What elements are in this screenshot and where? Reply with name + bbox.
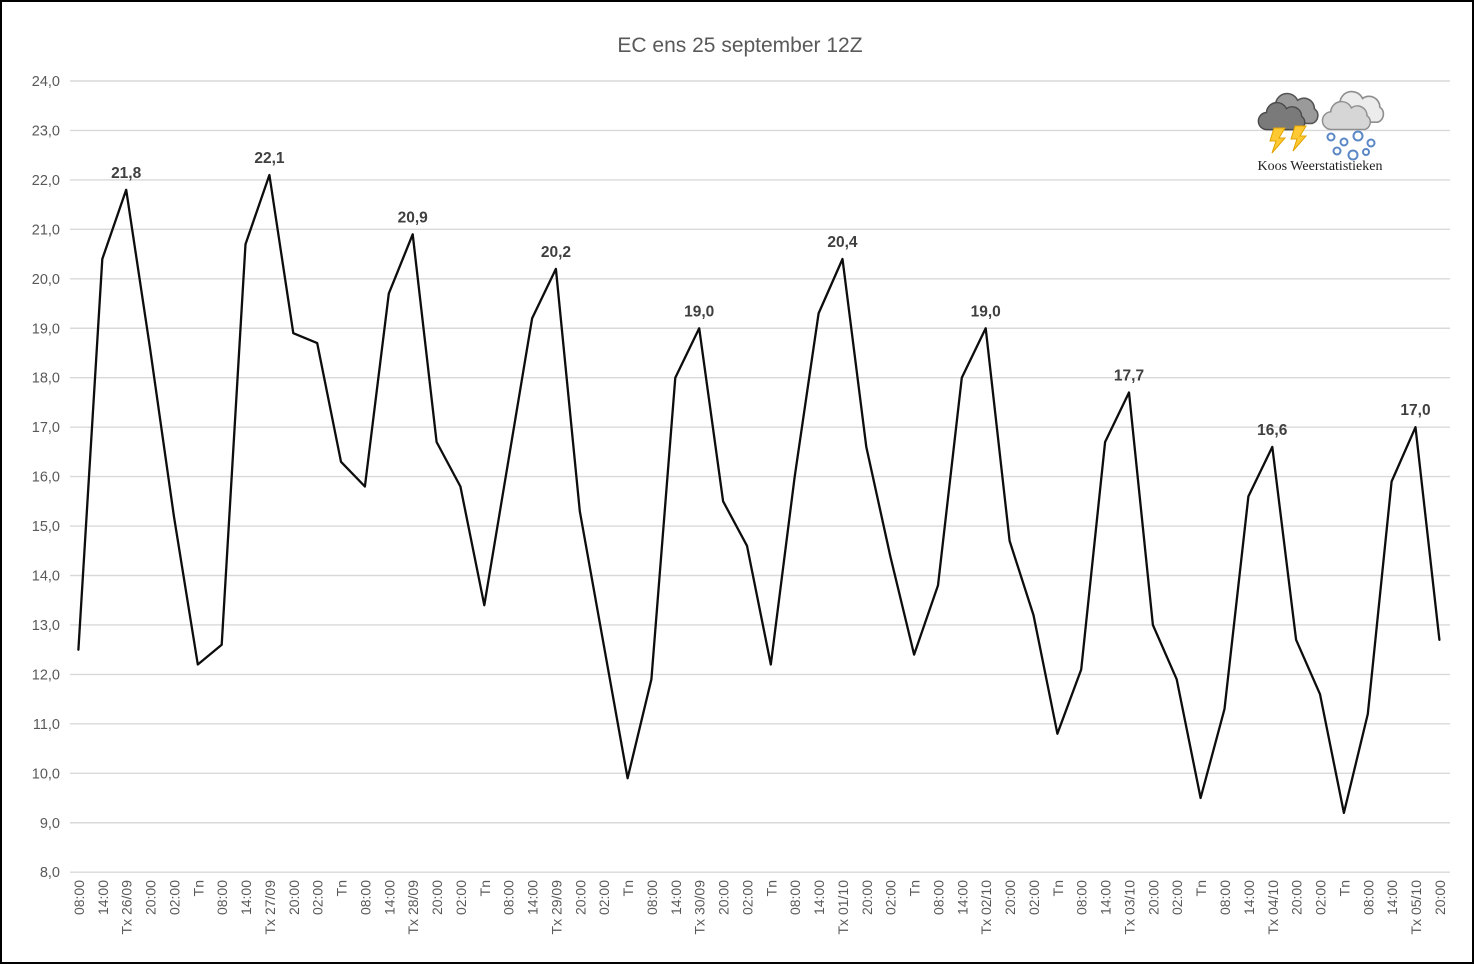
x-axis-tick-label: 20:00: [1289, 880, 1305, 915]
x-axis-tick-label: 20:00: [429, 880, 445, 915]
x-axis-tick-label: 08:00: [1074, 880, 1090, 915]
peak-value-label: 22,1: [254, 150, 285, 167]
credit-text: Koos Weerstatistieken: [1258, 159, 1383, 174]
x-axis-tick-label: 14:00: [954, 880, 970, 915]
x-axis-tick-label: 08:00: [71, 880, 87, 915]
x-axis-tick-label: 02:00: [310, 880, 326, 915]
peak-value-label: 20,4: [827, 234, 858, 251]
peak-value-label: 20,2: [541, 244, 571, 261]
x-axis-tick-label: 20:00: [572, 880, 588, 915]
x-axis-tick-label: 08:00: [1217, 880, 1233, 915]
chart-title: EC ens 25 september 12Z: [617, 34, 862, 57]
x-axis-tick-label: Tn: [1050, 880, 1066, 896]
x-axis-tick-label: 02:00: [166, 880, 182, 915]
x-axis-tick-label: 08:00: [501, 880, 517, 915]
x-axis-tick-label: 08:00: [787, 880, 803, 915]
x-axis-tick-label: Tn: [620, 880, 636, 896]
y-axis-tick-label: 13,0: [32, 618, 60, 634]
peak-value-labels: 21,8 22,1 20,9 20,2 19,0 20,4 19,0 17,7 16,6 17,0: [111, 150, 1431, 439]
y-axis-tick-label: 17,0: [32, 420, 60, 436]
y-axis-tick-label: 20,0: [32, 272, 60, 288]
x-axis-tick-label: 08:00: [644, 880, 660, 915]
x-axis-labels: 08:00 14:00 Tx 26/09 20:00 02:00 Tn 08:00 14:00…: [71, 880, 1448, 935]
x-axis-tick-label: 14:00: [1098, 880, 1114, 915]
temperature-line: [77, 173, 1441, 815]
x-axis-tick-label: 02:00: [453, 880, 469, 915]
peak-value-label: 17,7: [1114, 368, 1144, 385]
x-axis-tick-label: Tn: [334, 880, 350, 896]
x-axis-tick-label: Tn: [190, 880, 206, 896]
peak-value-label: 16,6: [1257, 422, 1288, 439]
x-axis-tick-label: 02:00: [1313, 880, 1329, 915]
x-axis-tick-label: Tx 30/09: [692, 880, 708, 935]
lightning-bolt-icon: [1269, 127, 1286, 154]
x-axis-tick-label: 14:00: [1241, 880, 1257, 915]
x-axis-tick-label: Tx 26/09: [119, 880, 135, 935]
temperature-series: [77, 173, 1441, 815]
x-axis-tick-label: Tx 04/10: [1265, 880, 1281, 935]
x-axis-tick-label: 14:00: [381, 880, 397, 915]
x-axis-tick-label: 08:00: [357, 880, 373, 915]
x-axis-tick-label: Tn: [1336, 880, 1352, 896]
x-axis-tick-label: 14:00: [811, 880, 827, 915]
x-axis-tick-label: Tn: [1193, 880, 1209, 896]
y-axis-tick-label: 9,0: [40, 816, 60, 832]
peak-value-label: 17,0: [1400, 402, 1430, 419]
y-axis-tick-label: 22,0: [32, 173, 60, 189]
x-axis-tick-label: 08:00: [1360, 880, 1376, 915]
x-axis-tick-label: Tx 29/09: [548, 880, 564, 935]
x-axis-tick-label: Tx 28/09: [405, 880, 421, 935]
y-axis-tick-label: 23,0: [32, 123, 60, 139]
x-axis-tick-label: 02:00: [596, 880, 612, 915]
x-axis-tick-label: 08:00: [930, 880, 946, 915]
y-axis-labels: 8,0 9,0 10,0 11,0 12,0 13,0 14,0 15,0 16,0 17,0 18…: [32, 74, 60, 881]
peak-value-label: 19,0: [971, 303, 1001, 320]
y-axis-tick-label: 10,0: [32, 766, 60, 782]
x-axis-tick-label: 20:00: [143, 880, 159, 915]
y-axis-tick-label: 16,0: [32, 470, 60, 486]
peak-value-label: 19,0: [684, 303, 714, 320]
x-axis-tick-label: 14:00: [668, 880, 684, 915]
x-axis-tick-label: 02:00: [1169, 880, 1185, 915]
y-axis-tick-label: 18,0: [32, 371, 60, 387]
y-axis-tick-label: 24,0: [32, 74, 60, 90]
y-axis-tick-label: 19,0: [32, 321, 60, 337]
x-axis-tick-label: 14:00: [238, 880, 254, 915]
x-axis-tick-label: 02:00: [739, 880, 755, 915]
x-axis-tick-label: 20:00: [716, 880, 732, 915]
x-axis-tick-label: Tx 01/10: [835, 880, 851, 935]
x-axis-tick-label: 14:00: [1384, 880, 1400, 915]
peak-value-label: 20,9: [398, 209, 429, 226]
x-axis-tick-label: 20:00: [1002, 880, 1018, 915]
y-axis-tick-label: 14,0: [32, 569, 60, 585]
hail-dots: [1326, 130, 1376, 161]
x-axis-tick-label: 08:00: [214, 880, 230, 915]
y-axis-tick-label: 8,0: [40, 865, 60, 881]
hail-cloud-icon: [1321, 90, 1385, 161]
y-axis-tick-label: 15,0: [32, 519, 60, 535]
x-axis-tick-label: Tn: [477, 880, 493, 896]
x-axis-tick-label: Tx 03/10: [1121, 880, 1137, 935]
x-axis-tick-label: 20:00: [1145, 880, 1161, 915]
x-axis-tick-label: Tx 05/10: [1408, 880, 1424, 935]
x-axis-tick-label: 02:00: [883, 880, 899, 915]
x-axis-tick-label: 20:00: [286, 880, 302, 915]
x-axis-tick-label: Tn: [907, 880, 923, 896]
storm-cloud-icon: [1257, 92, 1319, 154]
y-axis-tick-label: 21,0: [32, 222, 60, 238]
gridlines: [70, 80, 1450, 873]
x-axis-tick-label: 14:00: [95, 880, 111, 915]
x-axis-tick-label: 20:00: [1432, 880, 1448, 915]
x-axis-tick-label: Tn: [763, 880, 779, 896]
x-axis-tick-label: 02:00: [1026, 880, 1042, 915]
x-axis-tick-label: Tx 27/09: [262, 880, 278, 935]
y-axis-tick-label: 11,0: [33, 717, 60, 733]
x-axis-tick-label: Tx 02/10: [978, 880, 994, 935]
x-axis-tick-label: 14:00: [525, 880, 541, 915]
x-axis-tick-label: 20:00: [859, 880, 875, 915]
peak-value-label: 21,8: [111, 165, 142, 182]
y-axis-tick-label: 12,0: [32, 667, 60, 683]
